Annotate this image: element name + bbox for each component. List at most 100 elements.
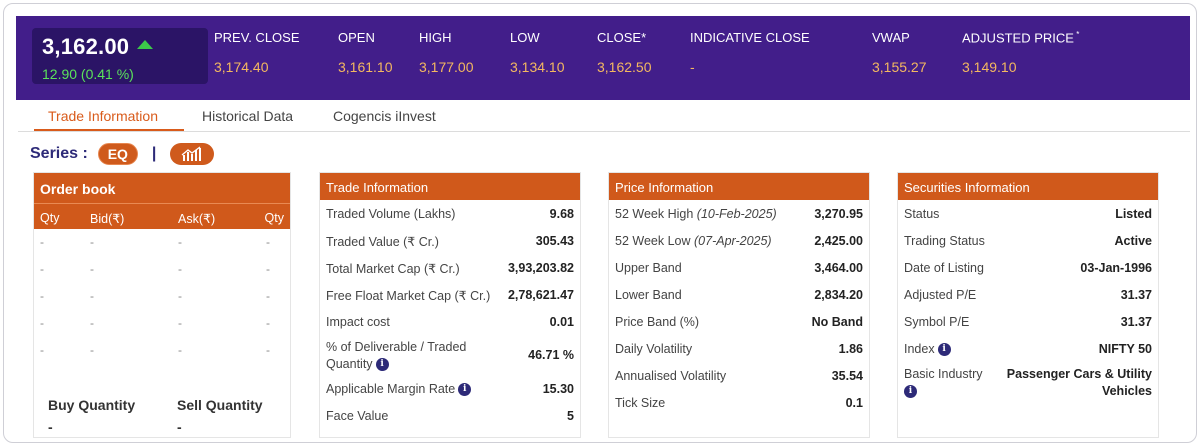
cell: - (178, 262, 182, 276)
cell: - (266, 262, 270, 276)
row-value: 2,834.20 (814, 288, 863, 302)
cell: - (266, 289, 270, 303)
active-tab-indicator (34, 129, 184, 131)
price-info-row: Lower Band 2,834.20 (609, 281, 869, 308)
stat-label: CLOSE* (597, 30, 647, 45)
trade-info-row: Impact cost 0.01 (320, 308, 580, 335)
tab-cogencis-iinvest[interactable]: Cogencis iInvest (333, 108, 436, 124)
price-information-panel: Price Information 52 Week High (10-Feb-2… (608, 172, 870, 438)
stat-value: 3,155.27 (872, 59, 927, 75)
row-label: Upper Band (615, 261, 682, 275)
stat-low: LOW 3,134.10 (510, 30, 565, 75)
row-value: 305.43 (535, 234, 574, 248)
securities-info-row: Index i NIFTY 50 (898, 335, 1158, 362)
row-value: 03-Jan-1996 (1080, 261, 1152, 275)
col-qty-ask: Qty (264, 211, 284, 225)
row-value: 2,78,621.47 (507, 288, 574, 302)
row-value: Passenger Cars & Utility Vehicles (1006, 367, 1152, 398)
sell-quantity-value: - (177, 419, 182, 435)
stat-value: 3,161.10 (338, 59, 393, 75)
order-book-row: - - - - (34, 256, 290, 283)
price-info-row: Daily Volatility 1.86 (609, 335, 869, 362)
row-label: Symbol P/E (904, 315, 970, 329)
row-value: Listed (1115, 207, 1152, 221)
price-info-row: 52 Week High (10-Feb-2025) 3,270.95 (609, 200, 869, 227)
stat-value: 3,149.10 (962, 59, 1017, 76)
row-label: Tick Size (615, 396, 666, 410)
row-value: 0.01 (549, 315, 574, 329)
cell: - (178, 289, 182, 303)
info-icon[interactable]: i (904, 385, 917, 399)
cell: - (178, 343, 182, 357)
cell: - (266, 343, 270, 357)
row-label: Annualised Volatility (615, 369, 727, 383)
cell: - (40, 289, 44, 303)
col-ask: Ask(₹) (178, 212, 216, 226)
securities-information-panel: Securities Information Status Listed Tra… (897, 172, 1159, 438)
stat-prev-close: PREV. CLOSE 3,174.40 (214, 30, 300, 75)
stat-open: OPEN 3,161.10 (338, 30, 393, 75)
order-book-title: Order book (34, 173, 290, 203)
last-price-box: 3,162.00 12.90 (0.41 %) (32, 28, 208, 84)
order-book-row: - - - - (34, 283, 290, 310)
buy-quantity-label: Buy Quantity (48, 397, 136, 413)
stat-value: - (690, 59, 695, 75)
tab-historical-data[interactable]: Historical Data (202, 108, 294, 124)
securities-info-row: Symbol P/E 31.37 (898, 308, 1158, 335)
securities-info-row: Status Listed (898, 200, 1158, 227)
info-icon[interactable]: i (937, 343, 951, 357)
stat-adjusted-price: ADJUSTED PRICE * 3,149.10 (962, 30, 1079, 75)
cell: - (266, 316, 270, 330)
tab-trade-information[interactable]: Trade Information (48, 108, 158, 124)
chart-button[interactable] (170, 143, 215, 165)
stat-label: INDICATIVE CLOSE (690, 30, 810, 45)
row-value: 2,425.00 (814, 234, 863, 248)
row-label: Impact cost (326, 315, 390, 329)
securities-info-row: Basic Industry i Passenger Cars & Utilit… (898, 362, 1158, 402)
row-label: Free Float Market Cap (₹ Cr.) (326, 289, 491, 303)
row-label: Traded Value (₹ Cr.) (326, 235, 439, 249)
buy-quantity: Buy Quantity - (48, 397, 135, 435)
stat-label: LOW (510, 30, 540, 45)
order-book-row: - - - - (34, 229, 290, 256)
row-value: 3,93,203.82 (507, 261, 574, 275)
stock-quote-page: 3,162.00 12.90 (0.41 %) PREV. CLOSE 3,17… (3, 3, 1197, 443)
series-eq-button[interactable]: EQ (97, 143, 138, 165)
price-information-title: Price Information (609, 173, 869, 200)
price-info-row: Upper Band 3,464.00 (609, 254, 869, 281)
row-value: 31.37 (1120, 288, 1152, 302)
price-info-row: Annualised Volatility 35.54 (609, 362, 869, 389)
series-selector: Series : EQ | (30, 142, 215, 166)
trade-information-title: Trade Information (320, 173, 580, 200)
stat-label: HIGH (419, 30, 452, 45)
tab-bar: Trade Information Historical Data Cogenc… (18, 102, 1190, 132)
stat-label: ADJUSTED PRICE * (962, 30, 1080, 46)
stat-indicative-close: INDICATIVE CLOSE - (690, 30, 810, 75)
row-value: 5 (567, 409, 574, 423)
row-label: Traded Volume (Lakhs) (326, 207, 456, 221)
securities-info-row: Date of Listing 03-Jan-1996 (898, 254, 1158, 281)
securities-info-row: Trading Status Active (898, 227, 1158, 254)
trade-info-row: Traded Volume (Lakhs) 9.68 (320, 200, 580, 227)
info-icon[interactable]: i (458, 383, 472, 397)
row-label: Price Band (%) (615, 315, 700, 329)
row-value: Active (1114, 234, 1152, 248)
order-book-row: - - - - (34, 337, 290, 364)
row-label: Status (904, 207, 940, 221)
stat-value: 3,177.00 (419, 59, 474, 75)
stat-value: 3,134.10 (510, 59, 565, 75)
stat-label: PREV. CLOSE (214, 30, 300, 45)
order-book-row: - - - - (34, 310, 290, 337)
sell-quantity: Sell Quantity - (177, 397, 263, 435)
last-traded-price: 3,162.00 (42, 34, 130, 59)
price-info-row: 52 Week Low (07-Apr-2025) 2,425.00 (609, 227, 869, 254)
row-value: NIFTY 50 (1098, 342, 1152, 356)
stat-high: HIGH 3,177.00 (419, 30, 474, 75)
stat-value: 3,162.50 (597, 59, 652, 75)
chart-icon (181, 146, 202, 161)
trade-information-panel: Trade Information Traded Volume (Lakhs) … (319, 172, 581, 438)
cell: - (90, 235, 94, 249)
trade-info-row: % of Deliverable / Traded Quantity i 46.7… (320, 335, 580, 375)
info-icon[interactable]: i (375, 358, 389, 372)
up-arrow-icon (137, 39, 154, 49)
